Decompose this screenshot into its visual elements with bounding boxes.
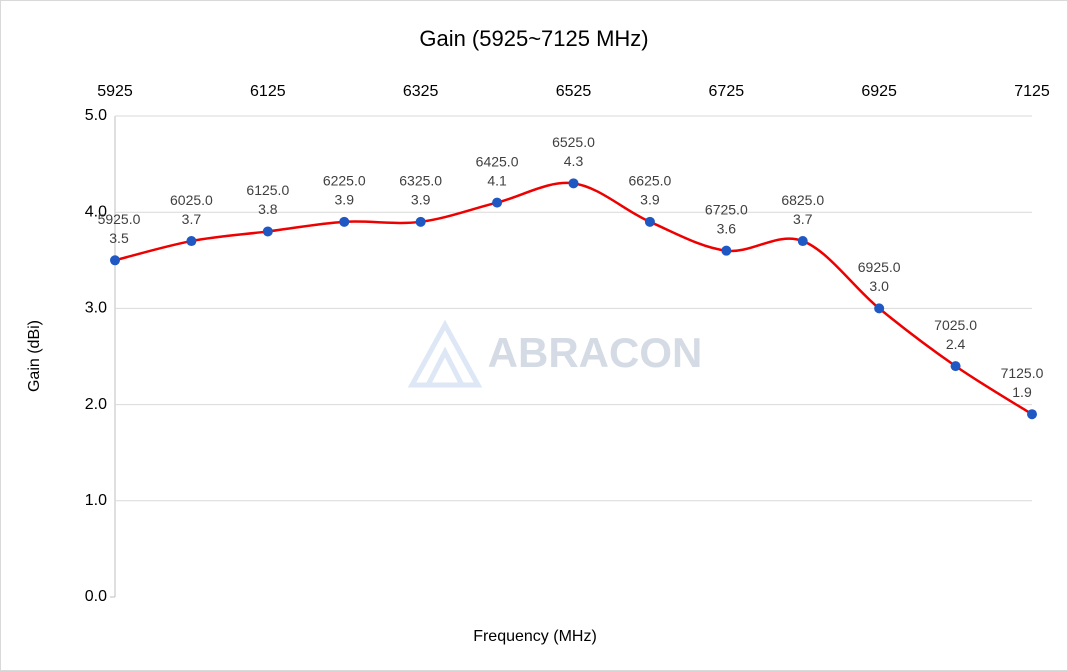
data-label-x: 6425.0 — [476, 153, 519, 169]
marker — [110, 255, 120, 266]
x-tick-label: 6125 — [250, 83, 286, 100]
data-label: 3.0 — [869, 278, 889, 294]
x-tick-label: 7125 — [1014, 83, 1050, 100]
marker — [950, 361, 961, 372]
data-label-x: 6225.0 — [323, 173, 366, 189]
data-label: 4.1 — [487, 172, 507, 188]
data-label: 3.8 — [258, 201, 278, 217]
x-tick-label: 6525 — [556, 83, 592, 100]
y-tick-label: 1.0 — [85, 492, 107, 509]
marker — [186, 236, 197, 247]
y-axis-label: Gain (dBi) — [26, 320, 43, 392]
data-label: 1.9 — [1012, 384, 1032, 400]
data-label: 3.9 — [411, 192, 431, 208]
data-label: 3.5 — [109, 230, 129, 246]
y-tick-label: 4.0 — [85, 203, 107, 220]
marker — [262, 226, 273, 237]
x-tick-label: 5925 — [97, 83, 133, 100]
data-label: 3.9 — [335, 192, 355, 208]
watermark-logo — [407, 319, 483, 388]
data-label-x: 6925.0 — [858, 259, 901, 275]
data-label-x: 6825.0 — [781, 192, 824, 208]
x-tick-label: 6925 — [861, 83, 897, 100]
y-tick-label: 0.0 — [85, 588, 107, 605]
y-tick-label: 2.0 — [85, 396, 107, 413]
marker — [1027, 409, 1037, 420]
data-label-x: 7025.0 — [934, 317, 977, 333]
data-label-x: 7125.0 — [1001, 365, 1044, 381]
data-label: 3.9 — [640, 192, 660, 208]
marker — [797, 236, 808, 247]
x-tick-label: 6725 — [709, 83, 745, 100]
data-label-x: 6025.0 — [170, 192, 213, 208]
y-tick-label: 5.0 — [85, 107, 107, 124]
chart-title: Gain (5925~7125 MHz) — [419, 26, 648, 51]
x-tick-label: 6325 — [403, 83, 439, 100]
data-label: 3.6 — [717, 220, 737, 236]
data-label: 2.4 — [946, 336, 966, 352]
marker — [492, 197, 503, 208]
marker — [721, 245, 732, 256]
data-label-x: 6325.0 — [399, 173, 442, 189]
marker — [568, 178, 579, 189]
y-tick-label: 3.0 — [85, 300, 107, 317]
marker — [644, 216, 655, 227]
data-label-x: 6525.0 — [552, 134, 595, 150]
data-label-x: 6125.0 — [246, 182, 289, 198]
data-label: 3.7 — [182, 211, 202, 227]
watermark: ABRACON — [488, 329, 703, 376]
marker — [415, 216, 426, 227]
data-label-x: 5925.0 — [98, 211, 141, 227]
data-label: 4.3 — [564, 153, 584, 169]
x-axis-label: Frequency (MHz) — [473, 628, 597, 645]
marker — [339, 216, 350, 227]
marker — [874, 303, 885, 314]
data-label-x: 6725.0 — [705, 201, 748, 217]
data-label: 3.7 — [793, 211, 813, 227]
data-label-x: 6625.0 — [629, 173, 672, 189]
